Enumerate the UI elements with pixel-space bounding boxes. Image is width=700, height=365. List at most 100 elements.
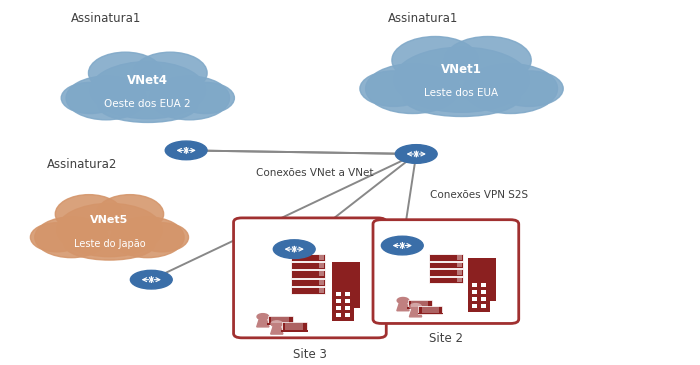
Ellipse shape bbox=[463, 64, 558, 114]
FancyBboxPatch shape bbox=[336, 299, 341, 303]
Ellipse shape bbox=[55, 195, 122, 233]
FancyBboxPatch shape bbox=[285, 323, 303, 330]
FancyBboxPatch shape bbox=[422, 307, 438, 313]
Ellipse shape bbox=[30, 223, 83, 252]
FancyBboxPatch shape bbox=[319, 255, 323, 260]
Ellipse shape bbox=[61, 82, 119, 114]
FancyBboxPatch shape bbox=[489, 258, 496, 301]
FancyBboxPatch shape bbox=[481, 283, 486, 287]
Text: Assinatura1: Assinatura1 bbox=[71, 12, 141, 25]
FancyBboxPatch shape bbox=[408, 300, 432, 308]
FancyBboxPatch shape bbox=[407, 307, 433, 309]
FancyBboxPatch shape bbox=[472, 290, 477, 294]
FancyBboxPatch shape bbox=[472, 283, 477, 287]
FancyBboxPatch shape bbox=[336, 306, 341, 310]
FancyBboxPatch shape bbox=[457, 270, 461, 274]
Ellipse shape bbox=[444, 36, 531, 84]
FancyBboxPatch shape bbox=[319, 280, 323, 285]
Polygon shape bbox=[397, 304, 409, 311]
FancyBboxPatch shape bbox=[291, 270, 325, 277]
Ellipse shape bbox=[365, 64, 460, 114]
Text: Oeste dos EUA 2: Oeste dos EUA 2 bbox=[104, 99, 191, 109]
Text: VNet5: VNet5 bbox=[90, 215, 129, 226]
FancyBboxPatch shape bbox=[332, 262, 354, 321]
Polygon shape bbox=[257, 320, 269, 327]
FancyBboxPatch shape bbox=[281, 322, 307, 331]
FancyBboxPatch shape bbox=[291, 278, 325, 286]
Polygon shape bbox=[271, 327, 283, 334]
Ellipse shape bbox=[360, 71, 428, 107]
FancyBboxPatch shape bbox=[336, 313, 341, 317]
Text: Assinatura2: Assinatura2 bbox=[47, 158, 117, 170]
Ellipse shape bbox=[392, 36, 479, 84]
FancyBboxPatch shape bbox=[430, 262, 463, 268]
FancyBboxPatch shape bbox=[291, 287, 325, 294]
FancyBboxPatch shape bbox=[481, 290, 486, 294]
Ellipse shape bbox=[134, 52, 207, 94]
FancyBboxPatch shape bbox=[472, 304, 477, 308]
Ellipse shape bbox=[273, 240, 315, 258]
FancyBboxPatch shape bbox=[418, 313, 442, 315]
FancyBboxPatch shape bbox=[319, 272, 323, 276]
Ellipse shape bbox=[98, 89, 197, 122]
Text: Conexões VPN S2S: Conexões VPN S2S bbox=[430, 190, 528, 200]
FancyBboxPatch shape bbox=[457, 263, 461, 267]
Polygon shape bbox=[410, 310, 421, 317]
Ellipse shape bbox=[496, 71, 564, 107]
Ellipse shape bbox=[382, 236, 423, 255]
FancyBboxPatch shape bbox=[319, 288, 323, 293]
Ellipse shape bbox=[97, 195, 164, 233]
FancyBboxPatch shape bbox=[291, 254, 325, 261]
Text: Site 3: Site 3 bbox=[293, 348, 327, 361]
Ellipse shape bbox=[130, 270, 172, 289]
Circle shape bbox=[410, 304, 421, 310]
FancyBboxPatch shape bbox=[291, 262, 325, 269]
Text: Site 2: Site 2 bbox=[429, 332, 463, 345]
FancyBboxPatch shape bbox=[319, 263, 323, 268]
Text: Leste do Japão: Leste do Japão bbox=[74, 239, 146, 249]
Ellipse shape bbox=[136, 223, 188, 252]
FancyBboxPatch shape bbox=[345, 313, 350, 317]
FancyBboxPatch shape bbox=[412, 301, 428, 307]
FancyBboxPatch shape bbox=[430, 254, 463, 261]
FancyBboxPatch shape bbox=[271, 317, 289, 323]
FancyBboxPatch shape bbox=[345, 299, 350, 303]
FancyBboxPatch shape bbox=[472, 297, 477, 301]
FancyBboxPatch shape bbox=[281, 330, 307, 332]
FancyBboxPatch shape bbox=[267, 323, 294, 325]
Ellipse shape bbox=[35, 217, 108, 258]
Circle shape bbox=[257, 314, 269, 320]
FancyBboxPatch shape bbox=[457, 278, 461, 282]
FancyBboxPatch shape bbox=[430, 277, 463, 283]
Ellipse shape bbox=[64, 229, 155, 260]
FancyBboxPatch shape bbox=[345, 292, 350, 296]
FancyBboxPatch shape bbox=[234, 218, 386, 338]
Ellipse shape bbox=[165, 141, 207, 160]
FancyBboxPatch shape bbox=[468, 258, 490, 312]
FancyBboxPatch shape bbox=[345, 306, 350, 310]
Circle shape bbox=[271, 321, 283, 327]
Ellipse shape bbox=[176, 82, 235, 114]
Ellipse shape bbox=[394, 47, 529, 112]
FancyBboxPatch shape bbox=[419, 306, 442, 314]
Ellipse shape bbox=[66, 76, 146, 120]
Ellipse shape bbox=[395, 145, 438, 163]
Ellipse shape bbox=[90, 62, 206, 119]
FancyBboxPatch shape bbox=[481, 297, 486, 301]
Text: Assinatura1: Assinatura1 bbox=[389, 12, 459, 25]
FancyBboxPatch shape bbox=[457, 255, 461, 260]
FancyBboxPatch shape bbox=[430, 269, 463, 276]
FancyBboxPatch shape bbox=[336, 292, 341, 296]
Ellipse shape bbox=[88, 52, 162, 94]
FancyBboxPatch shape bbox=[373, 220, 519, 323]
Ellipse shape bbox=[57, 203, 162, 257]
FancyBboxPatch shape bbox=[267, 316, 293, 324]
Text: Conexões VNet a VNet: Conexões VNet a VNet bbox=[256, 168, 373, 178]
Ellipse shape bbox=[111, 217, 184, 258]
FancyBboxPatch shape bbox=[354, 262, 360, 308]
Ellipse shape bbox=[149, 76, 230, 120]
Circle shape bbox=[397, 297, 409, 303]
Text: Leste dos EUA: Leste dos EUA bbox=[424, 88, 498, 98]
Text: VNet1: VNet1 bbox=[441, 63, 482, 76]
FancyBboxPatch shape bbox=[481, 304, 486, 308]
